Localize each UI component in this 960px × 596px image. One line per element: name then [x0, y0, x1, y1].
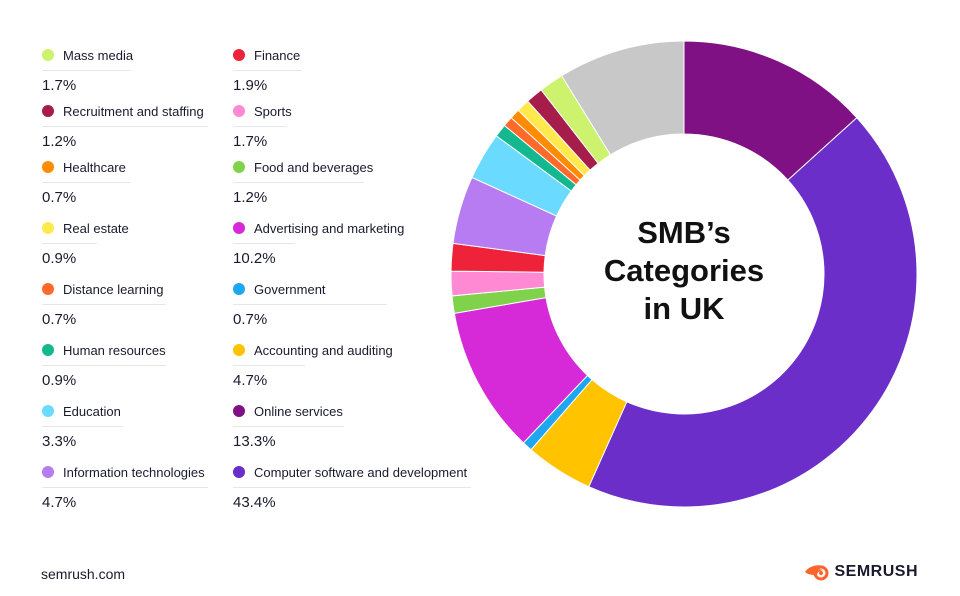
legend-item: Computer software and development 43.4%	[233, 461, 471, 511]
legend-item: Food and beverages 1.2%	[233, 156, 373, 206]
footer-site-link[interactable]: semrush.com	[41, 566, 126, 582]
legend-item: Healthcare 0.7%	[42, 156, 130, 206]
legend-value: 0.9%	[42, 372, 77, 389]
legend-color-dot	[233, 466, 245, 478]
legend-value: 4.7%	[42, 494, 77, 511]
legend-value: 4.7%	[233, 372, 268, 389]
legend-label: Computer software and development	[254, 464, 468, 480]
legend-label: Human resources	[63, 342, 166, 358]
legend-color-dot	[233, 344, 245, 356]
donut-slice-unlabeled	[560, 40, 685, 156]
legend-value: 1.7%	[233, 133, 268, 150]
legend-item: Real estate 0.9%	[42, 217, 129, 267]
legend-item: Advertising and marketing 10.2%	[233, 217, 404, 267]
legend-value: 1.2%	[233, 189, 268, 206]
brand-logo: SEMRUSH	[803, 563, 918, 581]
legend-label: Finance	[254, 47, 301, 63]
donut-chart	[450, 40, 918, 508]
legend-color-dot	[42, 105, 54, 117]
legend-item: Information technologies 4.7%	[42, 461, 208, 511]
legend-label: Online services	[254, 403, 343, 419]
legend-label: Mass media	[63, 47, 134, 63]
semrush-fireball-icon	[805, 565, 829, 581]
legend-color-dot	[42, 222, 54, 234]
legend-label: Sports	[254, 103, 292, 119]
legend-label: Food and beverages	[254, 159, 374, 175]
legend-label: Healthcare	[63, 159, 126, 175]
legend-value: 0.7%	[42, 311, 77, 328]
legend-item: Distance learning 0.7%	[42, 278, 166, 328]
legend-item: Government 0.7%	[233, 278, 387, 328]
legend-value: 0.7%	[233, 311, 268, 328]
chart-title-line-2: Categories	[603, 253, 765, 288]
legend-label: Distance learning	[63, 281, 164, 297]
legend-color-dot	[233, 405, 245, 417]
legend-item: Human resources 0.9%	[42, 339, 166, 389]
legend-color-dot	[42, 344, 54, 356]
legend-color-dot	[42, 161, 54, 173]
legend-value: 0.9%	[42, 250, 77, 267]
legend-value: 10.2%	[233, 250, 276, 267]
brand-name: SEMRUSH	[834, 563, 918, 580]
legend-value: 43.4%	[233, 494, 276, 511]
legend-color-dot	[233, 105, 245, 117]
legend-value: 0.7%	[42, 189, 77, 206]
legend-color-dot	[233, 222, 245, 234]
legend-item: Recruitment and staffing 1.2%	[42, 100, 208, 150]
legend-color-dot	[42, 283, 54, 295]
chart-title: SMB’s Categories in UK	[560, 214, 808, 328]
legend-label: Information technologies	[63, 464, 205, 480]
legend-item: Finance 1.9%	[233, 44, 302, 94]
legend-item: Education 3.3%	[42, 400, 123, 450]
chart-title-line-1: SMB’s	[637, 215, 731, 250]
legend-label: Government	[254, 281, 326, 297]
legend-item: Online services 13.3%	[233, 400, 344, 450]
legend-color-dot	[233, 161, 245, 173]
legend-value: 1.7%	[42, 77, 77, 94]
legend-item: Accounting and auditing 4.7%	[233, 339, 393, 389]
legend-color-dot	[42, 49, 54, 61]
legend-value: 13.3%	[233, 433, 276, 450]
donut-slice-computer-software-and-development	[588, 117, 918, 508]
legend-label: Recruitment and staffing	[63, 103, 204, 119]
legend-color-dot	[233, 49, 245, 61]
legend-value: 1.9%	[233, 77, 268, 94]
chart-title-line-3: in UK	[643, 291, 725, 326]
legend-label: Advertising and marketing	[254, 220, 405, 236]
legend-color-dot	[233, 283, 245, 295]
legend-value: 3.3%	[42, 433, 77, 450]
legend-item: Mass media 1.7%	[42, 44, 134, 94]
legend-item: Sports 1.7%	[233, 100, 292, 150]
legend-label: Education	[63, 403, 121, 419]
legend-color-dot	[42, 466, 54, 478]
legend-label: Accounting and auditing	[254, 342, 393, 358]
legend-label: Real estate	[63, 220, 129, 236]
legend-color-dot	[42, 405, 54, 417]
legend-value: 1.2%	[42, 133, 77, 150]
chart-legend: Mass media 1.7% Finance 1.9% Recruitment and…	[0, 0, 480, 520]
